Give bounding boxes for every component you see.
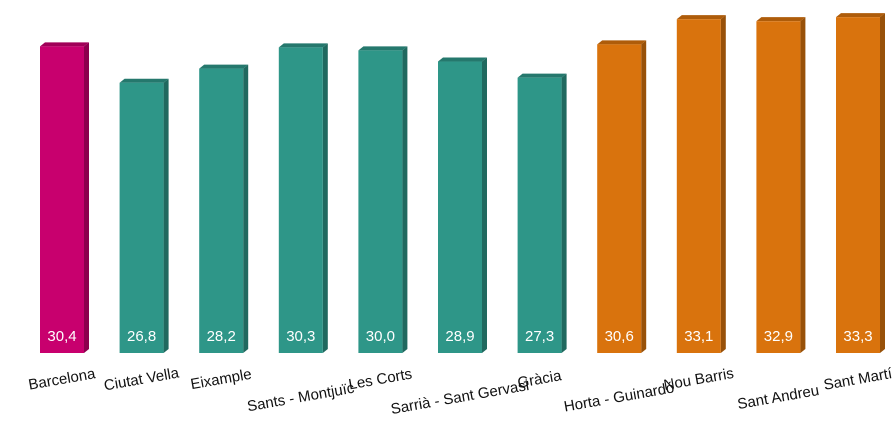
value-label: 28,9 — [445, 328, 474, 345]
value-label: 30,3 — [286, 328, 315, 345]
bar-side — [322, 43, 328, 353]
x-tick-label: Sant Andreu — [736, 382, 820, 413]
bar-side — [243, 64, 249, 353]
x-tick-label: Horta - Guinardó — [563, 379, 676, 415]
x-tick-label: Les Corts — [347, 366, 413, 394]
bar — [438, 61, 482, 353]
bar-top — [676, 15, 726, 20]
value-label: 30,6 — [605, 328, 634, 345]
bar — [756, 21, 801, 354]
x-tick-label: Sant Martí — [822, 365, 894, 394]
bar-side — [720, 15, 726, 354]
bar — [597, 44, 642, 354]
x-tick-label: Nou Barris — [662, 365, 735, 394]
x-tick-label: Sants - Montjuïc — [246, 380, 356, 416]
bar-top — [119, 78, 169, 83]
bar-side — [561, 73, 567, 353]
bar-side — [402, 46, 408, 354]
bar-side — [800, 17, 806, 354]
bar — [40, 46, 84, 353]
value-label: 32,9 — [764, 328, 793, 345]
value-label: 30,0 — [366, 328, 395, 345]
bar — [836, 17, 880, 353]
bar-top — [438, 57, 487, 62]
bar-top — [199, 64, 249, 69]
bar-top — [278, 43, 328, 48]
value-label: 26,8 — [127, 328, 156, 345]
value-label: 33,1 — [684, 328, 713, 345]
x-tick-label: Eixample — [189, 366, 253, 393]
bar — [358, 50, 403, 354]
x-tick-label: Ciutat Vella — [103, 364, 181, 394]
bar-side — [163, 78, 169, 354]
bar-top — [517, 73, 567, 78]
bar-top — [358, 46, 408, 51]
bar-top — [756, 17, 806, 22]
value-label: 27,3 — [525, 328, 554, 345]
bar — [278, 47, 323, 353]
value-label: 30,4 — [47, 328, 76, 345]
x-tick-label: Barcelona — [27, 365, 97, 394]
bar — [119, 82, 164, 354]
bar — [199, 68, 244, 353]
bar-side — [84, 42, 89, 353]
bar-top — [836, 13, 885, 18]
bar-side — [641, 40, 647, 354]
x-tick-label: Sarrià - Sant Gervasi — [389, 377, 530, 418]
x-tick-label: Gràcia — [516, 367, 563, 392]
bar-top — [40, 42, 89, 47]
bar — [676, 19, 721, 354]
bar-side — [482, 57, 487, 353]
value-label: 33,3 — [843, 328, 872, 345]
value-label: 28,2 — [207, 328, 236, 345]
bar-side — [880, 13, 885, 353]
bar — [517, 77, 562, 353]
bar-top — [597, 40, 647, 45]
